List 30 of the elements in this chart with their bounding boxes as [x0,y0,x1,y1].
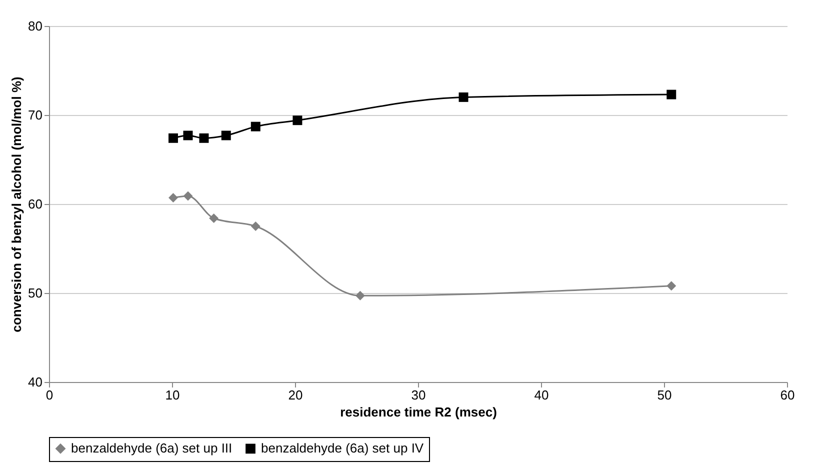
x-tick-label: 30 [411,388,426,402]
y-tick-label: 50 [28,286,42,300]
point [250,222,260,231]
point [168,193,178,203]
y-axis-title: conversion of benzyl alcohol (mol/mol %) [9,76,24,332]
point [458,92,468,102]
point [209,213,219,223]
y-tick-label: 60 [28,196,42,212]
point [183,191,193,201]
point [221,130,231,140]
legend-label: benzaldehyde (6a) set up III [71,440,232,456]
point [168,133,178,143]
point [666,90,676,100]
point [292,116,302,126]
x-tick-label: 0 [46,388,54,402]
point [666,281,676,291]
x-axis-title: residence time R2 (msec) [340,404,497,420]
x-tick-label: 10 [165,388,180,402]
x-tick-label: 60 [780,388,795,402]
point [183,130,193,140]
point [355,290,365,300]
x-tick-label: 20 [288,388,303,402]
point [250,122,260,132]
y-tick-label: 80 [28,18,42,34]
x-tick-label: 40 [534,388,549,402]
legend-label: benzaldehyde (6a) set up IV [261,440,424,456]
y-tick-label: 70 [28,108,42,122]
y-tick-label: 40 [28,374,42,390]
x-tick-label: 50 [657,388,672,402]
point [199,133,209,143]
